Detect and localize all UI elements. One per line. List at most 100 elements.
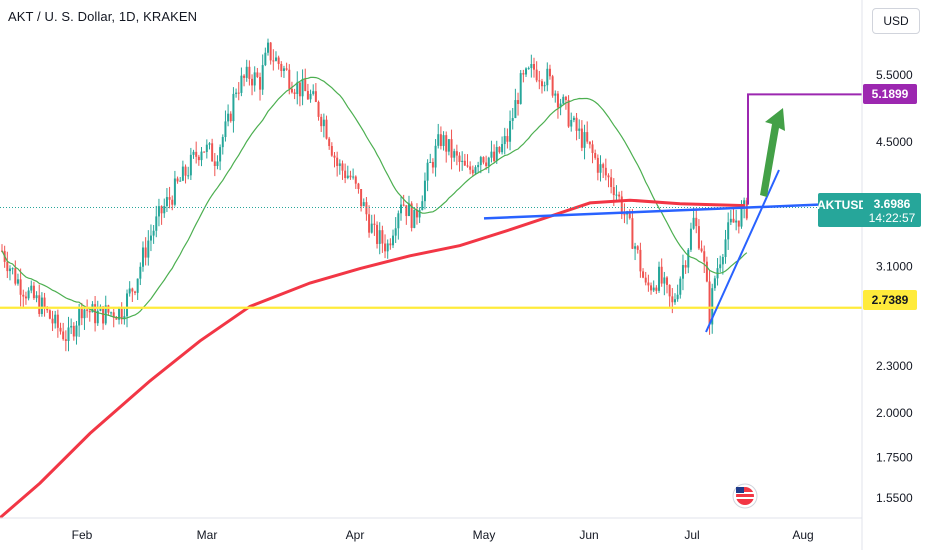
candle-body — [126, 293, 129, 317]
candle-body — [256, 72, 259, 78]
candle-body — [157, 206, 160, 217]
candle-body — [64, 339, 67, 342]
candle-body — [253, 72, 256, 86]
candle-body — [368, 214, 371, 233]
candle-body — [689, 228, 692, 250]
candle-body — [439, 134, 442, 146]
candle-body — [410, 203, 413, 228]
candle-body — [298, 82, 301, 97]
candle-body — [586, 132, 589, 142]
candle-body — [615, 194, 618, 196]
candle-body — [490, 151, 493, 158]
candle-body — [189, 154, 192, 176]
candle-body — [740, 207, 743, 227]
candle-body — [711, 288, 714, 325]
y-tick-label: 1.7500 — [876, 450, 913, 464]
candle-body — [67, 327, 70, 342]
candle-body — [434, 145, 437, 168]
candle-body — [687, 249, 690, 268]
candle-body — [469, 166, 472, 170]
candle-body — [285, 68, 288, 70]
candle-body — [59, 327, 62, 332]
candle-body — [24, 296, 27, 299]
candle-body — [168, 197, 171, 200]
candle-body — [453, 151, 456, 158]
candle-body — [551, 76, 554, 96]
candle-body — [120, 307, 123, 320]
candle-body — [618, 194, 621, 197]
candle-body — [240, 75, 243, 93]
candle-body — [700, 248, 703, 252]
candle-body — [533, 64, 535, 70]
x-tick-label: Feb — [72, 528, 93, 542]
candle-body — [392, 235, 395, 246]
candle-body — [48, 310, 51, 319]
candle-body — [517, 100, 520, 104]
candle-body — [477, 165, 480, 168]
candle-body — [386, 243, 389, 252]
y-tick-label: 3.1000 — [876, 259, 913, 273]
candle-body — [570, 120, 573, 127]
candle-body — [365, 202, 368, 215]
candle-body — [400, 204, 402, 214]
candle-body — [679, 278, 682, 295]
candle-body — [118, 307, 121, 320]
candle-body — [602, 164, 605, 168]
candle-body — [277, 57, 280, 64]
candle-body — [352, 176, 355, 178]
candle-body — [296, 82, 299, 94]
last-price-tag: AKTUSD 3.6986 14:22:57 — [817, 193, 921, 227]
candle-body — [471, 169, 474, 174]
candle-body — [745, 200, 748, 219]
candle-body — [445, 135, 448, 152]
candle-body — [354, 176, 357, 184]
candle-body — [333, 155, 336, 158]
candle-body — [131, 288, 134, 292]
candle-body — [495, 146, 498, 162]
candle-body — [229, 113, 232, 122]
candle-body — [703, 251, 706, 262]
last-price-text: 3.6986 — [874, 197, 911, 211]
candle-body — [503, 136, 506, 145]
candle-body — [540, 81, 543, 87]
candle-body — [237, 92, 240, 94]
time-axis[interactable]: Feb Mar Apr May Jun Jul Aug — [72, 528, 814, 542]
price-axis[interactable]: 5.5000 4.5000 3.1000 2.3000 2.0000 1.7500 1.55… — [876, 68, 913, 505]
candles — [1, 38, 748, 352]
candle-body — [51, 318, 54, 324]
candle-body — [282, 68, 285, 72]
candle-body — [75, 325, 78, 337]
candle-body — [197, 156, 200, 161]
candle-body — [88, 310, 91, 313]
candle-body — [652, 287, 655, 291]
candle-body — [415, 209, 418, 218]
candle-body — [546, 68, 549, 86]
candle-body — [248, 66, 251, 79]
y-tick-label: 4.5000 — [876, 135, 913, 149]
candle-body — [280, 63, 283, 72]
candle-body — [62, 331, 65, 340]
candle-body — [394, 228, 397, 236]
candle-body — [274, 57, 277, 61]
candle-body — [195, 151, 198, 157]
candle-body — [211, 143, 214, 162]
candle-body — [181, 166, 184, 181]
candle-body — [134, 291, 136, 293]
candle-body — [147, 240, 150, 258]
candle-body — [509, 120, 512, 142]
candle-body — [203, 151, 206, 153]
currency-button[interactable]: USD — [872, 8, 920, 34]
us-flag-icon[interactable] — [732, 483, 758, 509]
x-tick-label: Mar — [197, 528, 218, 542]
candle-body — [485, 162, 488, 167]
candle-body — [735, 220, 738, 223]
candle-body — [96, 310, 99, 324]
candle-body — [362, 202, 365, 207]
candle-body — [482, 157, 485, 163]
candle-body — [519, 73, 522, 104]
candle-body — [413, 209, 416, 228]
candle-body — [110, 312, 113, 314]
candle-body — [176, 178, 179, 182]
candle-body — [208, 143, 211, 145]
